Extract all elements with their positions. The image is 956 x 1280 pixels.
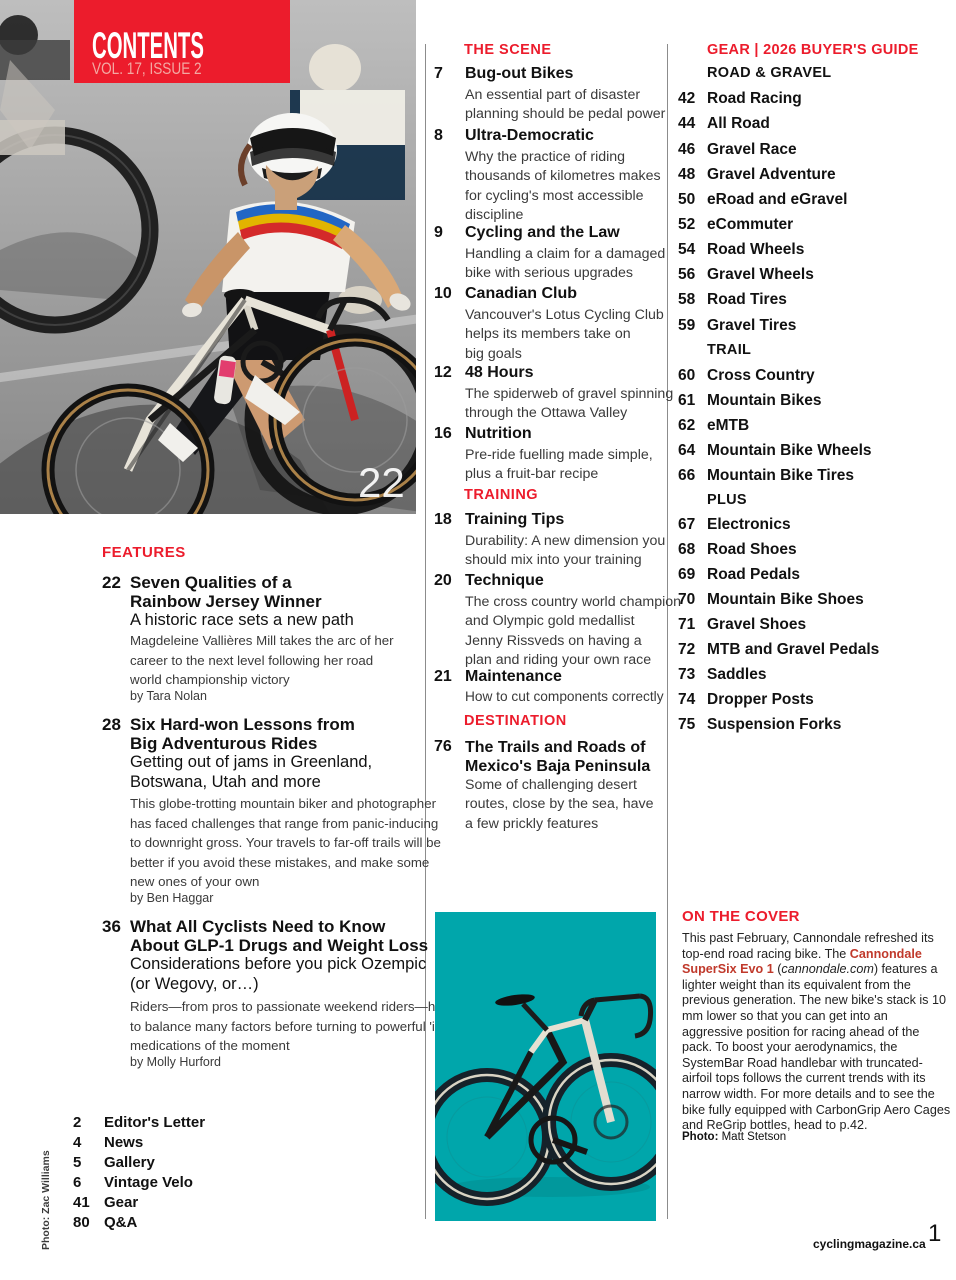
svg-text:22: 22 <box>358 459 405 506</box>
